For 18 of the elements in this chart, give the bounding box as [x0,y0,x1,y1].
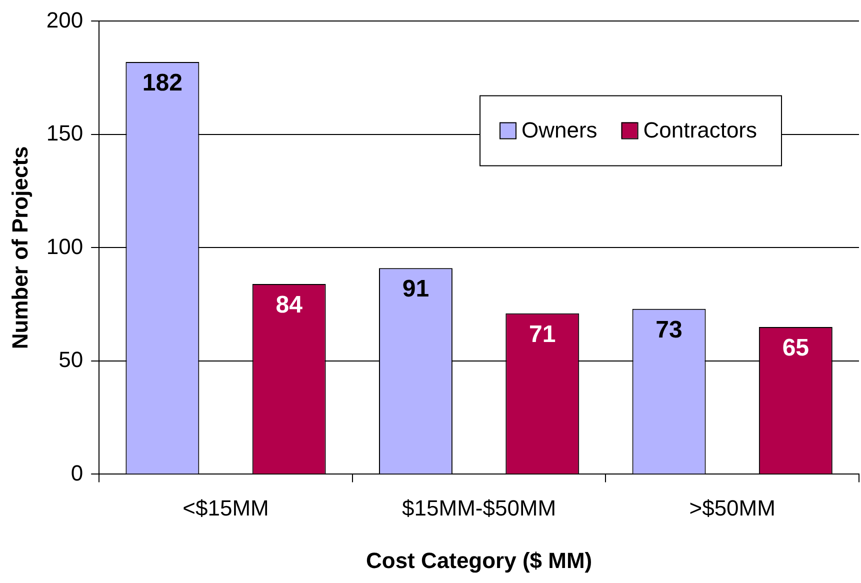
data-label: 84 [276,292,304,319]
x-axis-title: Cost Category ($ MM) [366,548,592,573]
data-label: 91 [402,276,430,303]
legend-label: Contractors [643,117,758,142]
data-label: 65 [782,334,810,362]
legend-label: Owners [521,117,598,142]
y-tick-label: 0 [70,460,84,486]
data-label: 182 [142,70,182,97]
data-label: 73 [656,316,682,344]
y-tick-label: 150 [46,120,84,146]
y-axis-title: Number of Projects [7,146,32,350]
data-label: 71 [529,321,556,348]
y-tick-label: 200 [46,7,84,32]
y-tick-label: 100 [46,234,84,259]
x-tick-label: <$15MM [182,495,269,520]
x-tick-label: $15MM-$50MM [402,495,556,520]
y-tick-label: 50 [58,347,84,372]
x-tick-label: >$50MM [689,495,776,520]
